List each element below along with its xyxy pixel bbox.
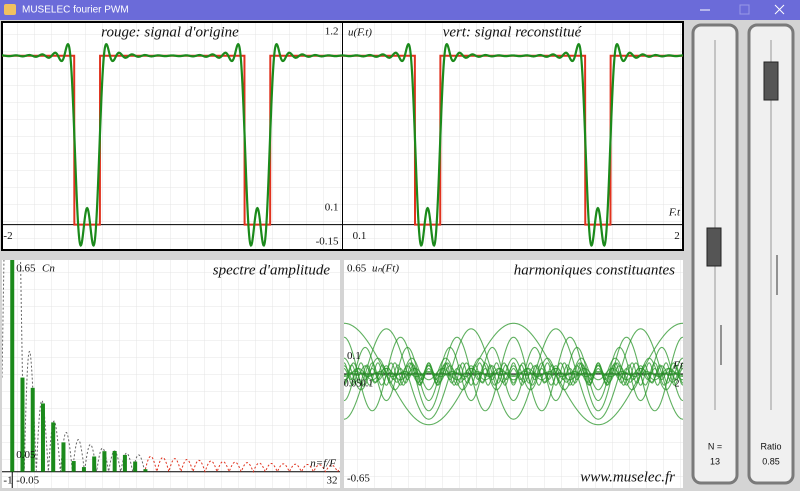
harmonic-curve <box>344 328 683 420</box>
ratio-slider-thumb[interactable] <box>763 61 779 101</box>
harmonic-bar <box>112 450 117 472</box>
x-tick-label: 2 <box>675 378 680 389</box>
x-tick-label: 32 <box>327 475 338 487</box>
reconstructed-signal <box>2 42 683 247</box>
harmonic-curve <box>344 336 683 412</box>
harmonic-bar <box>10 260 15 472</box>
harmonic-curve <box>344 364 683 384</box>
harmonic-bar <box>133 461 138 472</box>
y-tick-label: 1.2 <box>325 26 339 38</box>
harmonic-curve <box>344 322 683 426</box>
n-value: 13 <box>710 456 720 466</box>
harmonic-bar <box>81 467 86 472</box>
harmonic-bar <box>92 456 97 472</box>
y-tick-label: 0.1 <box>325 201 339 213</box>
y-tick-label: 0.65 <box>16 263 36 275</box>
x-axis-label: Ft <box>672 360 684 372</box>
harmonic-bar <box>71 461 76 472</box>
n-label: N = <box>708 441 722 451</box>
harmonic-bar <box>20 377 25 472</box>
x-tick-label: -2 <box>3 230 12 242</box>
footer-link[interactable]: www.muselec.fr <box>580 469 675 485</box>
excluded-envelope <box>144 455 340 474</box>
caption: rouge: signal d'origine <box>101 24 239 40</box>
ratio-label: Ratio <box>760 441 781 451</box>
y-tick-label: -0.15 <box>316 236 339 248</box>
spectrum-grid <box>2 260 340 488</box>
harmonic-bar <box>30 387 35 472</box>
x-tick-label: -1 <box>3 475 12 487</box>
y-axis-label: uₙ(Ft) <box>372 263 399 275</box>
x-tick-label: 0.1 <box>361 378 374 389</box>
harmonic-bar <box>61 442 66 472</box>
x-tick-label: 0.05 <box>344 378 362 389</box>
y-axis-label: Cn <box>42 263 55 275</box>
y-tick-label: -0.65 <box>347 473 370 485</box>
n-slider-thumb[interactable] <box>706 227 722 267</box>
y-tick-label: 0.65 <box>347 263 367 275</box>
maximize-button[interactable] <box>739 4 750 15</box>
close-button[interactable] <box>774 4 785 15</box>
harmonic-curve <box>344 362 683 386</box>
y-tick-label: 0.05 <box>16 449 36 461</box>
app-icon <box>4 4 16 15</box>
harmonic-bar <box>102 451 107 472</box>
window-title: MUSELEC fourier PWM <box>22 5 129 16</box>
harmonic-bar <box>51 422 56 472</box>
harmonic-curve <box>344 362 683 386</box>
y-tick-label: -0.05 <box>16 475 39 487</box>
y-tick-label: 0.1 <box>347 350 361 362</box>
title-bar <box>0 0 800 20</box>
panel-title: spectre d'amplitude <box>213 262 331 278</box>
caption: vert: signal reconstitué <box>443 24 583 40</box>
x-axis-label: n=f/F <box>310 458 336 470</box>
panel-title: harmoniques constituantes <box>514 262 675 278</box>
harmonic-curve <box>344 372 683 376</box>
y-axis-label: u(F.t) <box>348 27 372 39</box>
harmonic-curve <box>344 367 683 381</box>
spectrum-plot <box>2 260 340 488</box>
harmonic-curve <box>344 346 683 402</box>
harmonic-bar <box>122 454 127 472</box>
ratio-value: 0.85 <box>762 456 780 466</box>
top-plot <box>2 22 683 250</box>
x-tick-label: 0.1 <box>353 230 367 242</box>
harmonics-plot <box>344 322 683 426</box>
harmonic-bar <box>40 403 45 472</box>
x-tick-label: 2 <box>674 230 680 242</box>
x-axis-label: F.t <box>668 207 681 219</box>
harmonic-bar <box>143 469 148 472</box>
harmonic-curve <box>344 357 683 391</box>
envelope <box>2 260 146 474</box>
